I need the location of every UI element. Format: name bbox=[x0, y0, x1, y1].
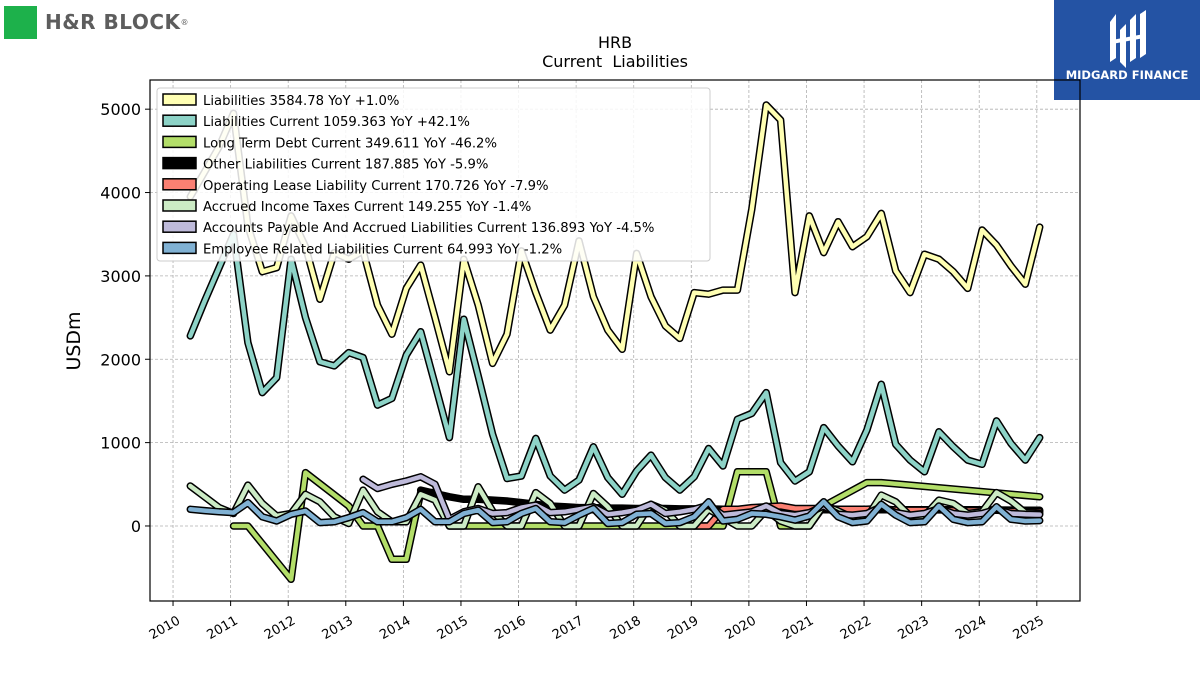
y-tick-label: 0 bbox=[131, 517, 141, 536]
hr-block-logo: H&R BLOCK ® bbox=[4, 4, 189, 40]
x-tick-label: 2022 bbox=[838, 613, 874, 643]
y-tick-label: 1000 bbox=[100, 434, 141, 453]
x-tick-label: 2023 bbox=[895, 613, 931, 643]
x-tick-label: 2017 bbox=[550, 613, 586, 643]
y-tick-label: 3000 bbox=[100, 267, 141, 286]
y-axis-label: USDm bbox=[63, 311, 85, 370]
legend-swatch bbox=[162, 199, 197, 212]
legend-entry: Accounts Payable And Accrued Liabilities… bbox=[203, 221, 654, 236]
legend: Liabilities 3584.78 YoY +1.0% Liabilities… bbox=[156, 87, 711, 262]
legend-entry: Employee Related Liabilities Current 64.… bbox=[203, 242, 562, 257]
x-tick-label: 2011 bbox=[204, 613, 240, 643]
x-tick-label: 2010 bbox=[147, 613, 183, 643]
x-tick-label: 2016 bbox=[492, 613, 528, 643]
x-tick-label: 2012 bbox=[262, 613, 298, 643]
x-tick-label: 2014 bbox=[377, 613, 413, 643]
midgard-finance-logo-text: MIDGARD FINANCE bbox=[1065, 68, 1189, 82]
series-outline-liabilities-current bbox=[186, 230, 1044, 499]
x-tick-label: 2024 bbox=[953, 613, 989, 643]
y-tick-label: 2000 bbox=[100, 350, 141, 369]
legend-box bbox=[156, 87, 711, 262]
legend-entry: Liabilities Current 1059.363 YoY +42.1% bbox=[203, 115, 470, 130]
series-line-employee-related-liabilities-current bbox=[188, 499, 1042, 526]
legend-entry: Liabilities 3584.78 YoY +1.0% bbox=[203, 94, 399, 109]
legend-swatch bbox=[162, 114, 197, 127]
hr-block-trademark: ® bbox=[180, 17, 189, 27]
x-tick-label: 2020 bbox=[723, 613, 759, 643]
x-tick-label: 2015 bbox=[435, 613, 471, 643]
y-tick-label: 4000 bbox=[100, 184, 141, 203]
x-tick-label: 2021 bbox=[780, 613, 816, 643]
x-tick-label: 2019 bbox=[665, 613, 701, 643]
legend-swatch bbox=[162, 178, 197, 191]
legend-swatch bbox=[162, 156, 197, 170]
plot-frame bbox=[149, 79, 1081, 602]
series-layer bbox=[186, 101, 1044, 584]
y-tick-label: 5000 bbox=[100, 100, 141, 119]
midgard-finance-logo: MIDGARD FINANCE bbox=[1054, 0, 1200, 100]
series-line-liabilities-current bbox=[188, 231, 1042, 497]
legend-entry: Other Liabilities Current 187.885 YoY -5… bbox=[203, 158, 488, 173]
x-tick-label: 2013 bbox=[320, 613, 356, 643]
legend-swatch bbox=[162, 93, 197, 106]
chart-subtitle: Current Liabilities bbox=[542, 52, 688, 71]
midgard-emblem-icon bbox=[1110, 10, 1146, 68]
legend-swatch bbox=[162, 135, 197, 149]
chart-title: HRB bbox=[598, 33, 632, 52]
legend-entry: Operating Lease Liability Current 170.72… bbox=[203, 179, 549, 194]
legend-swatch bbox=[162, 241, 197, 255]
legend-entry: Accrued Income Taxes Current 149.255 YoY… bbox=[203, 200, 531, 215]
legend-swatch bbox=[162, 220, 197, 233]
hr-block-logo-text: H&R BLOCK bbox=[45, 10, 181, 34]
legend-entry: Long Term Debt Current 349.611 YoY -46.2… bbox=[203, 136, 497, 151]
hr-block-logo-square bbox=[4, 5, 37, 39]
x-tick-label: 2025 bbox=[1011, 613, 1047, 643]
x-tick-label: 2018 bbox=[608, 613, 644, 643]
